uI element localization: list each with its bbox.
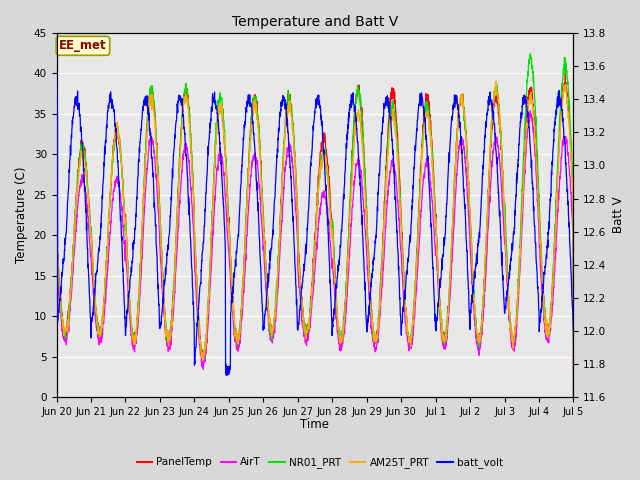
Title: Temperature and Batt V: Temperature and Batt V — [232, 15, 398, 29]
Legend: PanelTemp, AirT, NR01_PRT, AM25T_PRT, batt_volt: PanelTemp, AirT, NR01_PRT, AM25T_PRT, ba… — [132, 453, 508, 472]
Y-axis label: Temperature (C): Temperature (C) — [15, 167, 28, 264]
Text: EE_met: EE_met — [59, 39, 107, 52]
X-axis label: Time: Time — [301, 419, 330, 432]
Y-axis label: Batt V: Batt V — [612, 197, 625, 233]
